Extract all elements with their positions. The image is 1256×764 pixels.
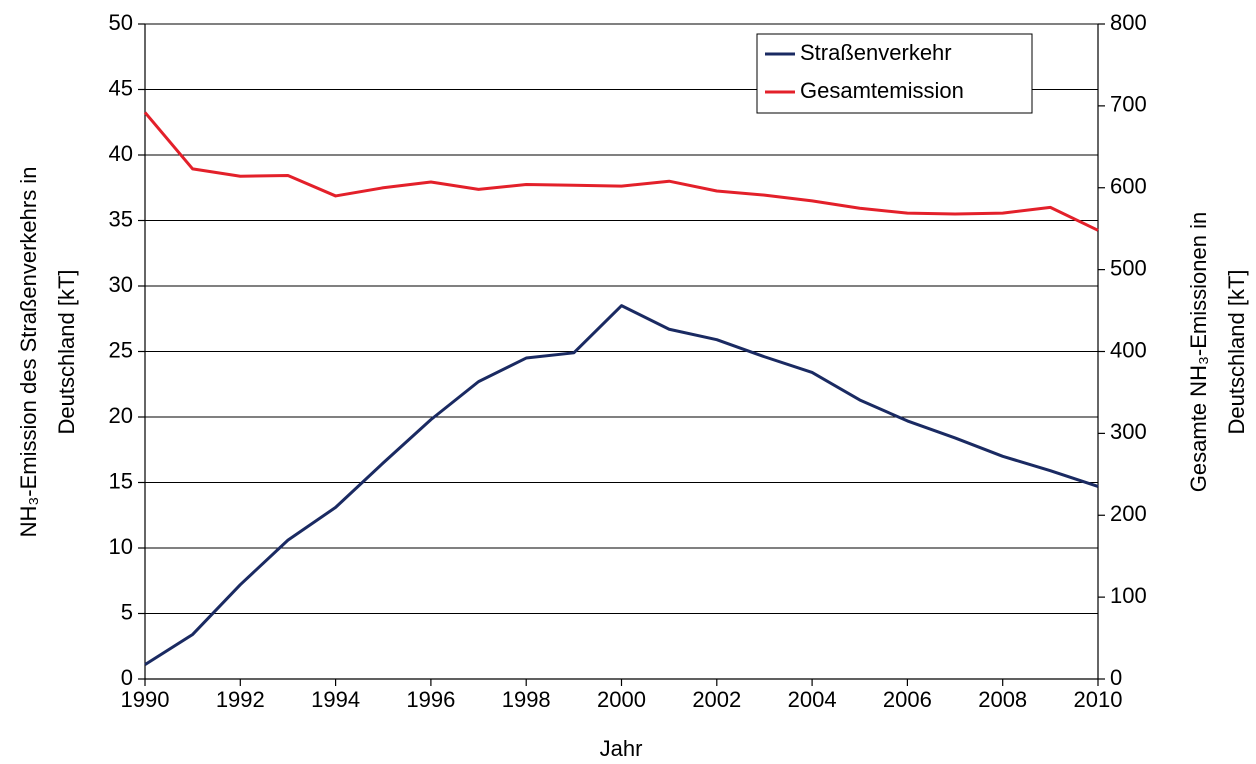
y-tick-label: 0 [121, 665, 133, 690]
y-tick-label: 30 [109, 272, 133, 297]
y-axis-label: NH₃-Emission des Straßenverkehrs in [16, 167, 41, 538]
x-tick-label: 2008 [978, 687, 1027, 712]
x-tick-label: 2000 [597, 687, 646, 712]
y2-tick-label: 300 [1110, 419, 1147, 444]
y-tick-label: 10 [109, 534, 133, 559]
y2-tick-label: 600 [1110, 174, 1147, 199]
x-tick-label: 2010 [1074, 687, 1123, 712]
x-tick-label: 1990 [121, 687, 170, 712]
y2-tick-label: 0 [1110, 665, 1122, 690]
y-tick-label: 50 [109, 10, 133, 35]
y2-tick-label: 100 [1110, 583, 1147, 608]
y-tick-label: 40 [109, 141, 133, 166]
y-tick-label: 15 [109, 468, 133, 493]
x-tick-label: 1994 [311, 687, 360, 712]
legend: Straßenverkehr Gesamtemission [756, 33, 1033, 114]
y-tick-label: 25 [109, 337, 133, 362]
y2-tick-label: 700 [1110, 92, 1147, 117]
y2-tick-label: 500 [1110, 255, 1147, 280]
legend-label: Straßenverkehr [800, 40, 952, 65]
y2-tick-label: 200 [1110, 501, 1147, 526]
y2-tick-label: 800 [1110, 10, 1147, 35]
line-series [143, 111, 1099, 232]
y2-axis-label: Gesamte NH₃-Emissionen in [1186, 212, 1211, 492]
y2-tick-label: 400 [1110, 337, 1147, 362]
line-series [144, 304, 1099, 666]
x-axis-label: Jahr [600, 736, 643, 761]
legend-box [756, 33, 1033, 114]
y-tick-label: 5 [121, 599, 133, 624]
y2-axis-label: Deutschland [kT] [1224, 269, 1249, 434]
x-tick-label: 2002 [692, 687, 741, 712]
y-tick-label: 20 [109, 403, 133, 428]
x-tick-label: 1998 [502, 687, 551, 712]
x-tick-label: 1992 [216, 687, 265, 712]
y-tick-label: 35 [109, 206, 133, 231]
x-tick-label: 2006 [883, 687, 932, 712]
x-tick-label: 1996 [406, 687, 455, 712]
y-axis-label: Deutschland [kT] [54, 269, 79, 434]
x-tick-label: 2004 [788, 687, 837, 712]
y-tick-label: 45 [109, 75, 133, 100]
legend-label: Gesamtemission [800, 78, 964, 103]
